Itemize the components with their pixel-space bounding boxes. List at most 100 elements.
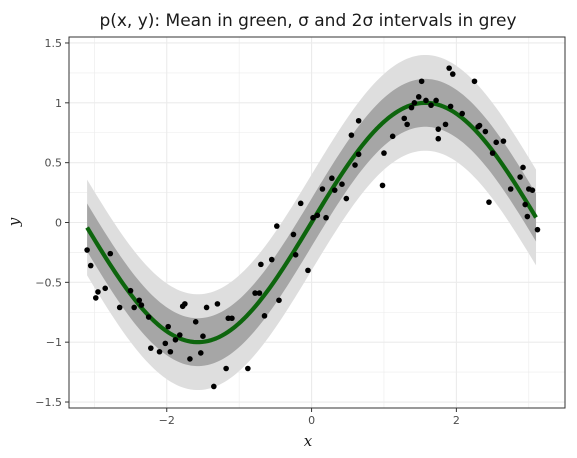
data-point	[107, 250, 114, 257]
data-point	[524, 213, 531, 220]
data-point	[305, 267, 311, 274]
data-point	[529, 187, 536, 193]
data-point	[446, 65, 452, 71]
y-tick-label: 1	[55, 97, 62, 110]
data-point	[223, 365, 229, 372]
data-point	[148, 345, 154, 351]
data-point	[214, 301, 221, 307]
data-point	[290, 231, 297, 238]
data-point	[131, 304, 137, 311]
data-point	[211, 383, 217, 390]
data-point	[401, 115, 408, 122]
data-point	[339, 181, 345, 188]
y-axis-title: y	[5, 217, 23, 227]
y-tick-label: 0	[55, 217, 62, 230]
data-point	[331, 187, 338, 193]
data-point	[381, 150, 387, 156]
data-point	[418, 78, 425, 85]
data-point	[274, 223, 280, 229]
data-point	[520, 164, 526, 171]
data-point	[252, 290, 258, 296]
data-point	[200, 333, 206, 339]
data-point	[182, 301, 188, 307]
data-point	[319, 186, 326, 192]
data-point	[435, 135, 442, 142]
data-point	[197, 350, 204, 356]
data-point	[127, 287, 134, 294]
data-point	[482, 128, 489, 135]
data-point	[348, 132, 355, 138]
data-point	[411, 100, 418, 106]
data-point	[486, 199, 492, 205]
mean-line	[85, 100, 538, 345]
data-point	[476, 122, 483, 129]
data-point	[102, 285, 109, 292]
data-point	[138, 302, 145, 308]
y-tick-label: −0.5	[35, 276, 62, 289]
data-point	[489, 150, 496, 156]
y-tick-label: 0.5	[45, 157, 63, 170]
data-point	[87, 262, 94, 269]
data-point	[433, 97, 439, 104]
data-point	[408, 104, 415, 111]
data-point	[435, 126, 442, 132]
data-point	[172, 336, 179, 343]
data-point	[116, 304, 123, 311]
tick-layer: −2 0 2 −1.5 −1 −0.5 0 0.5 1 1.5	[35, 37, 460, 427]
data-point	[389, 133, 396, 140]
data-point	[507, 186, 514, 192]
data-point	[192, 319, 199, 325]
point-layer	[84, 65, 541, 390]
data-point	[84, 247, 90, 253]
x-tick-label: 2	[453, 414, 460, 427]
data-point	[162, 340, 169, 347]
chart-title: p(x, y): Mean in green, σ and 2σ interva…	[99, 11, 516, 31]
x-tick-label: 0	[308, 414, 315, 427]
data-point	[245, 365, 251, 372]
data-point	[500, 138, 507, 144]
data-point	[292, 252, 299, 258]
x-tick-label: −2	[159, 414, 175, 427]
data-point	[136, 297, 143, 304]
data-point	[355, 151, 362, 158]
data-point	[203, 304, 210, 311]
y-tick-label: −1.5	[35, 396, 62, 409]
data-point	[447, 103, 454, 110]
data-point	[323, 214, 329, 221]
y-tick-label: −1	[46, 336, 62, 349]
data-point	[176, 332, 183, 338]
data-point	[268, 256, 275, 263]
data-point	[261, 313, 268, 319]
data-point	[145, 314, 152, 320]
data-point	[404, 121, 410, 128]
y-tick-label: 1.5	[45, 37, 63, 50]
data-point	[442, 121, 449, 128]
x-axis-title: x	[304, 432, 313, 450]
data-point	[310, 214, 316, 221]
data-point	[415, 94, 422, 100]
data-point	[343, 195, 350, 202]
data-point	[165, 323, 171, 330]
data-point	[423, 97, 429, 104]
data-point	[471, 78, 478, 85]
data-point	[379, 182, 386, 189]
data-point	[187, 356, 193, 362]
data-point	[256, 290, 263, 296]
data-point	[156, 348, 163, 355]
data-point	[517, 174, 523, 180]
data-point	[522, 201, 528, 208]
data-point	[95, 289, 101, 295]
data-point	[314, 212, 321, 219]
data-point	[534, 226, 541, 233]
line-layer	[85, 100, 538, 345]
data-point	[92, 295, 99, 301]
data-point	[449, 71, 456, 77]
data-point	[355, 117, 362, 124]
data-point	[329, 175, 335, 182]
data-point	[493, 139, 500, 146]
data-point	[276, 297, 282, 304]
data-point	[459, 110, 465, 117]
data-point	[167, 348, 174, 355]
data-point	[352, 162, 358, 168]
